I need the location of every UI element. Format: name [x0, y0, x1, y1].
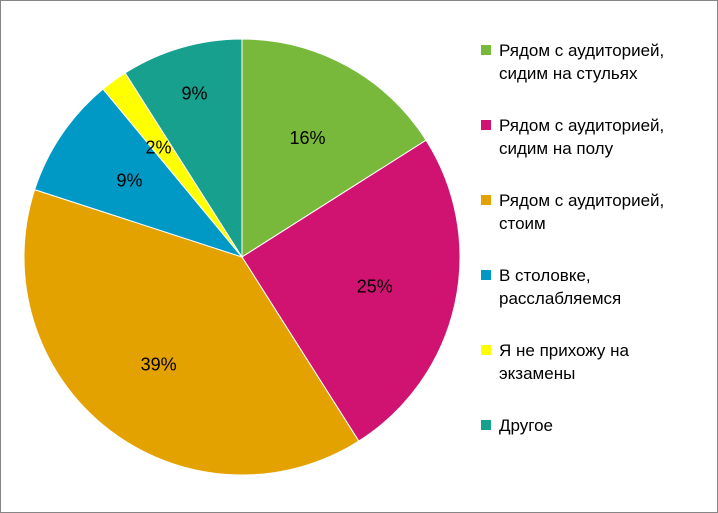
legend-label-skip-exams-line1: Я не прихожу на	[499, 341, 629, 360]
legend-item-canteen: В столовке, расслабляемся	[481, 264, 713, 310]
pie-slice-standing	[23, 189, 360, 476]
legend-swatch-canteen	[481, 270, 491, 280]
legend-swatch-floor	[481, 120, 491, 130]
legend-label-other: Другое	[499, 416, 554, 435]
legend-item-standing: Рядом с аудиторией, стоим	[481, 189, 713, 235]
legend-label-chairs-line2: сидим на стульях	[499, 64, 638, 83]
legend-swatch-skip-exams	[481, 345, 491, 355]
data-label-floor: 25%	[357, 277, 393, 297]
pie-slice-other	[124, 38, 243, 259]
data-label-skip-exams: 2%	[146, 138, 172, 158]
legend-swatch-standing	[481, 195, 491, 205]
legend-swatch-chairs	[481, 45, 491, 55]
legend-item-other: Другое	[481, 414, 713, 437]
legend-swatch-other	[481, 420, 491, 430]
legend: Рядом с аудиторией, сидим на стульях Ряд…	[481, 39, 713, 466]
legend-label-canteen-line2: расслабляемся	[499, 289, 622, 308]
data-label-canteen: 9%	[117, 171, 143, 191]
legend-item-floor: Рядом с аудиторией, сидим на полу	[481, 114, 713, 160]
data-label-standing: 39%	[141, 354, 177, 374]
legend-item-chairs: Рядом с аудиторией, сидим на стульях	[481, 39, 713, 85]
pie-slice-chairs	[241, 38, 427, 258]
pie-slice-canteen	[34, 88, 244, 259]
pie-slice-floor	[241, 139, 461, 442]
data-label-chairs: 16%	[290, 128, 326, 148]
legend-label-floor-line2: сидим на полу	[499, 139, 614, 158]
legend-label-skip-exams-line2: экзамены	[499, 364, 576, 383]
legend-label-chairs-line1: Рядом с аудиторией,	[499, 41, 665, 60]
legend-label-canteen-line1: В столовке,	[499, 266, 591, 285]
legend-label-standing-line1: Рядом с аудиторией,	[499, 191, 665, 210]
legend-label-standing-line2: стоим	[499, 214, 546, 233]
legend-item-skip-exams: Я не прихожу на экзамены	[481, 339, 713, 385]
data-label-other: 9%	[182, 84, 208, 104]
legend-label-floor-line1: Рядом с аудиторией,	[499, 116, 665, 135]
